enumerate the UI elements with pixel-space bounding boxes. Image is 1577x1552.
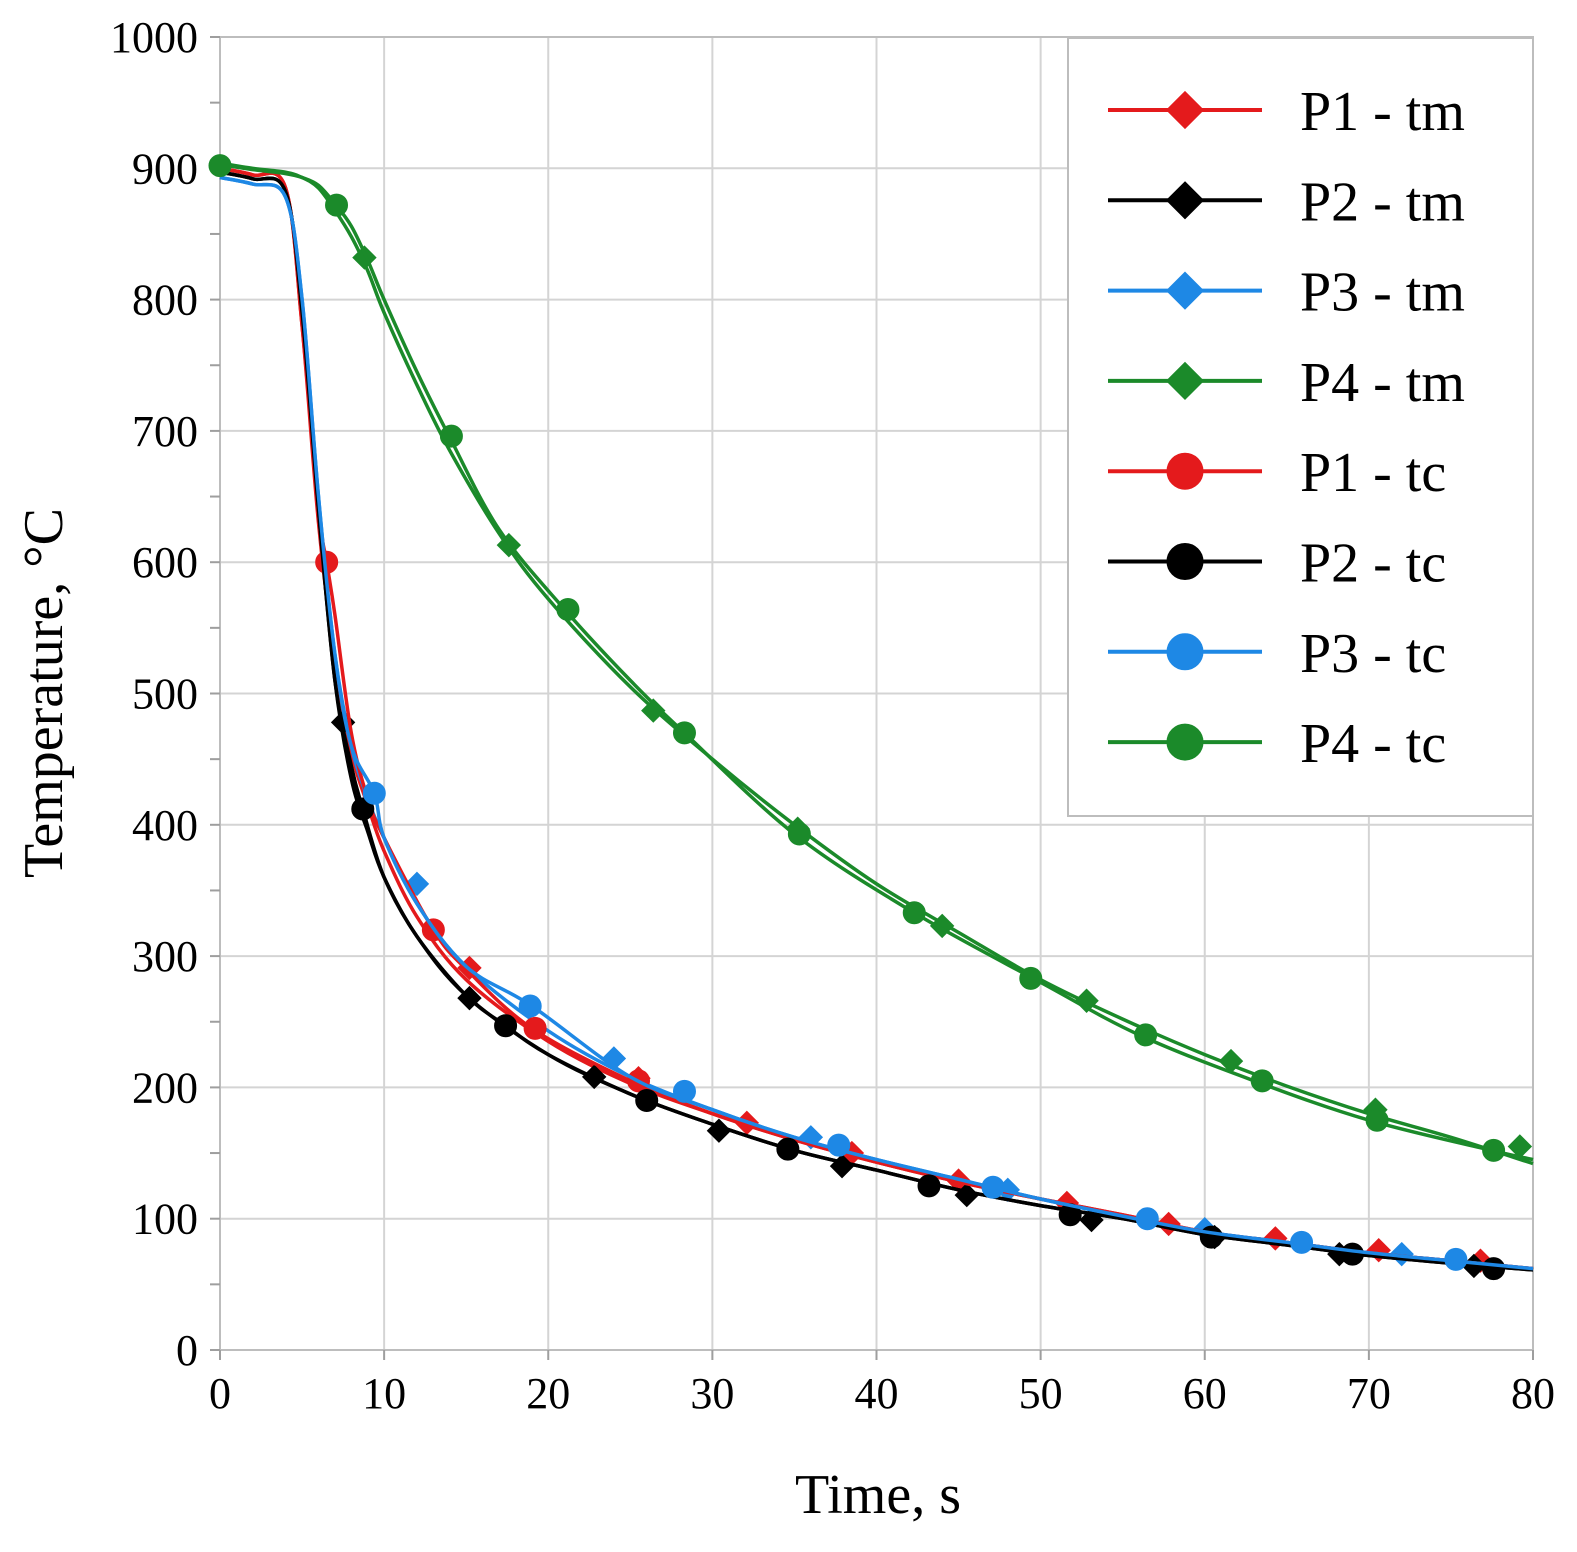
data-point: [208, 154, 232, 178]
y-axis-title: Temperature, °C: [13, 508, 75, 878]
legend-entry: P4 - tm: [1108, 352, 1465, 414]
y-tick-label: 900: [132, 144, 198, 193]
legend-marker: [1166, 633, 1204, 671]
x-tick-label: 60: [1183, 1369, 1227, 1418]
y-tick-label: 0: [176, 1326, 198, 1375]
y-tick-label: 600: [132, 538, 198, 587]
data-point: [1444, 1247, 1468, 1271]
x-tick-label: 30: [690, 1369, 734, 1418]
data-point: [776, 1137, 800, 1161]
data-point: [1365, 1108, 1389, 1132]
data-point: [325, 193, 349, 217]
axis-ticks: [210, 36, 1534, 1360]
x-axis-title: Time, s: [795, 1464, 961, 1526]
data-point: [556, 597, 580, 621]
series-p4-tc: [208, 154, 1534, 1162]
legend-marker: [1165, 271, 1205, 310]
data-point: [351, 797, 375, 821]
y-tick-label: 400: [132, 801, 198, 850]
data-point: [1290, 1230, 1314, 1254]
legend-label: P4 - tc: [1300, 713, 1446, 775]
data-point: [518, 994, 542, 1018]
data-point: [1482, 1138, 1506, 1162]
data-point: [1250, 1069, 1274, 1093]
data-point: [981, 1175, 1005, 1199]
legend-marker: [1166, 723, 1204, 761]
legend-marker: [1165, 361, 1205, 401]
y-tick-label: 500: [132, 670, 198, 719]
data-point: [362, 781, 386, 805]
legend-entry: P2 - tm: [1108, 171, 1465, 233]
legend-entry: P4 - tc: [1108, 713, 1446, 775]
y-tick-label: 300: [132, 932, 198, 981]
legend-entry: P2 - tc: [1108, 533, 1446, 595]
data-point: [1134, 1023, 1158, 1047]
legend-label: P1 - tc: [1300, 442, 1446, 504]
legend-entry: P1 - tm: [1108, 81, 1465, 143]
data-point: [635, 1089, 659, 1113]
data-point: [1019, 966, 1043, 990]
y-tick-label: 800: [132, 276, 198, 325]
x-tick-label: 10: [362, 1369, 406, 1418]
data-point: [1135, 1207, 1159, 1231]
y-tick-label: 1000: [110, 13, 198, 62]
series-line: [219, 175, 1534, 1271]
y-tick-label: 100: [132, 1195, 198, 1244]
data-point: [523, 1016, 547, 1040]
x-tick-label: 20: [526, 1369, 570, 1418]
data-point: [917, 1174, 941, 1198]
legend-marker: [1165, 181, 1205, 220]
legend-marker: [1166, 452, 1204, 490]
x-tick-label: 80: [1511, 1369, 1555, 1418]
series-layer: [208, 154, 1534, 1281]
data-point: [1340, 1242, 1364, 1266]
legend-entry: P3 - tc: [1108, 623, 1446, 685]
series-p3-tc: [219, 175, 1534, 1271]
y-tick-label: 700: [132, 407, 198, 456]
legend-label: P1 - tm: [1300, 81, 1465, 143]
legend-marker: [1165, 90, 1205, 130]
legend-entries: P1 - tm P2 - tm P3 - tm P4 - tm P1 - tc P2 - …: [1108, 81, 1465, 775]
data-point: [672, 1079, 696, 1103]
x-tick-label: 70: [1347, 1369, 1391, 1418]
data-point: [439, 424, 463, 448]
legend-entry: P3 - tm: [1108, 262, 1465, 324]
data-point: [494, 1014, 518, 1038]
legend-label: P3 - tm: [1300, 262, 1465, 324]
legend-label: P2 - tm: [1300, 171, 1465, 233]
x-tick-label: 40: [855, 1369, 899, 1418]
x-tick-label: 0: [209, 1369, 231, 1418]
data-point: [1482, 1257, 1506, 1281]
legend-label: P3 - tc: [1300, 623, 1446, 685]
legend-marker: [1166, 543, 1204, 580]
legend-label: P4 - tm: [1300, 352, 1465, 414]
data-point: [902, 901, 926, 925]
data-point: [672, 721, 696, 745]
x-tick-label: 50: [1019, 1369, 1063, 1418]
series-p2-tc: [219, 170, 1534, 1281]
data-point: [641, 698, 666, 723]
y-tick-label: 200: [132, 1063, 198, 1112]
data-point: [827, 1133, 851, 1157]
legend-entry: P1 - tc: [1108, 442, 1446, 504]
data-point: [787, 822, 811, 846]
legend-label: P2 - tc: [1300, 533, 1446, 595]
legend: P1 - tm P2 - tm P3 - tm P4 - tm P1 - tc P2 - …: [1067, 37, 1534, 817]
legend-box: [1067, 37, 1534, 817]
tick-labels: 0 10 20 30 40 50 60 70 8001002003004005006007008…: [110, 13, 1555, 1418]
data-point: [1199, 1225, 1223, 1249]
